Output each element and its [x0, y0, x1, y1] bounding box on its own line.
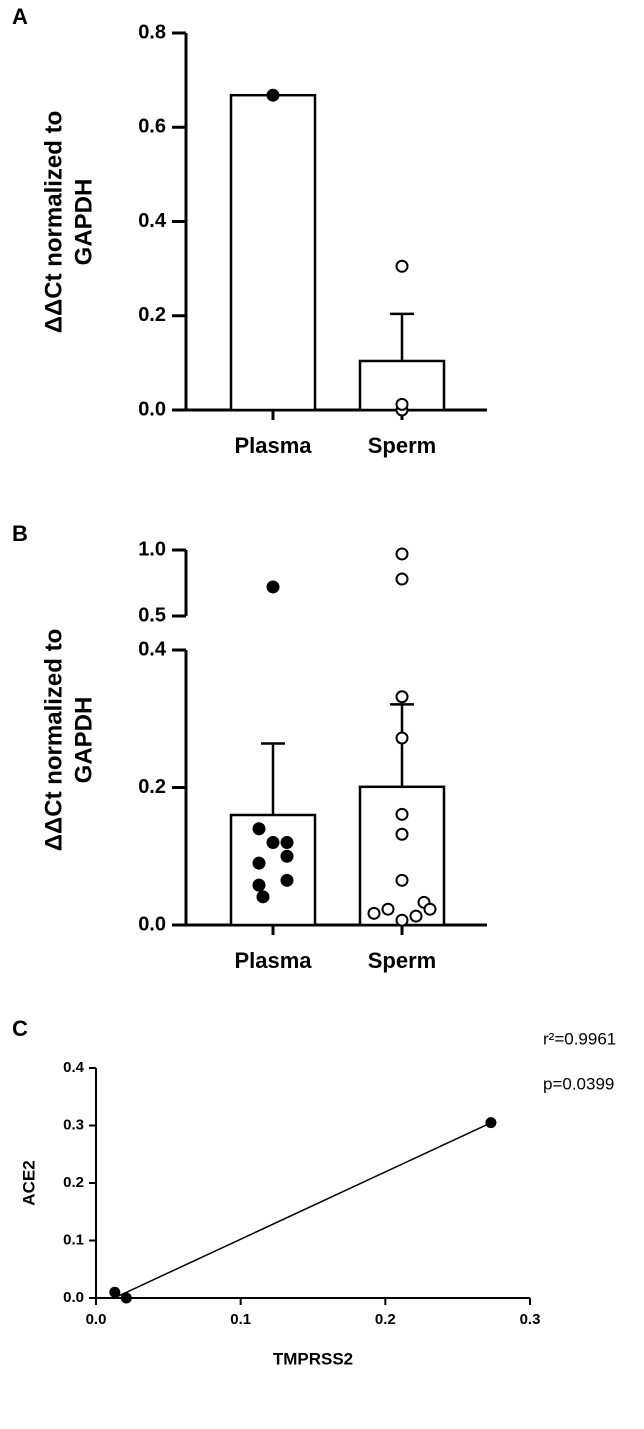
data-point	[266, 580, 280, 594]
y-tick-label: 0.1	[63, 1231, 84, 1248]
x-tick-label: 0.3	[520, 1311, 541, 1328]
panel-label: C	[12, 1016, 28, 1041]
y-tick-label: 0.5	[138, 604, 166, 626]
x-tick-label: Plasma	[234, 433, 312, 458]
y-tick-label: 0.4	[138, 638, 167, 660]
data-point	[395, 873, 409, 887]
y-axis-label: ACE2	[19, 1160, 38, 1205]
data-point	[395, 547, 409, 561]
error-bar	[390, 312, 414, 361]
data-point	[252, 822, 266, 836]
y-tick-label: 0.4	[138, 210, 167, 232]
data-point	[252, 856, 266, 870]
data-point	[395, 572, 409, 586]
data-point	[252, 878, 266, 892]
data-point	[395, 827, 409, 841]
x-tick-label: 0.0	[86, 1311, 107, 1328]
fit-line	[114, 1122, 492, 1299]
y-tick-label: 0.4	[63, 1059, 85, 1076]
data-point	[395, 731, 409, 745]
y-tick-label: 0.3	[63, 1116, 84, 1133]
data-point	[266, 836, 280, 849]
data-point	[381, 902, 395, 916]
data-point	[395, 397, 409, 411]
error-bar	[261, 742, 285, 815]
data-point	[395, 807, 409, 821]
annotation: r²=0.9961	[543, 1029, 616, 1048]
x-tick-label: Sperm	[368, 948, 436, 973]
data-point	[409, 909, 423, 923]
x-tick-label: 0.1	[230, 1311, 251, 1328]
y-axis-label: ΔΔCt normalized to	[40, 111, 67, 334]
data-point	[367, 906, 381, 920]
y-tick-label: 0.6	[138, 116, 166, 138]
data-point	[395, 690, 409, 704]
error-bar	[390, 703, 414, 787]
y-tick-label: 0.2	[63, 1174, 84, 1191]
x-axis-label: TMPRSS2	[273, 1349, 353, 1368]
bar	[229, 813, 317, 927]
y-axis-label: GAPDH	[70, 697, 97, 784]
data-point	[395, 913, 409, 927]
data-point	[423, 902, 437, 916]
panel-label: A	[12, 4, 28, 29]
y-axis-label: ΔΔCt normalized to	[40, 629, 67, 852]
data-point	[266, 88, 280, 102]
annotation: p=0.0399	[543, 1074, 614, 1093]
data-point	[280, 849, 294, 863]
data-point	[485, 1117, 497, 1129]
y-tick-label: 0.2	[138, 776, 166, 798]
data-point	[395, 259, 409, 273]
data-point	[280, 836, 294, 849]
data-point	[109, 1286, 121, 1298]
bar	[229, 93, 317, 412]
panel-label: B	[12, 521, 28, 546]
y-tick-label: 0.2	[138, 304, 166, 326]
data-point	[256, 890, 270, 904]
y-tick-label: 0.0	[63, 1289, 84, 1306]
data-point	[280, 873, 294, 887]
data-point	[120, 1292, 132, 1304]
x-tick-label: Plasma	[234, 948, 312, 973]
y-tick-label: 1.0	[138, 538, 166, 560]
y-tick-label: 0.0	[138, 913, 166, 935]
y-tick-label: 0.8	[138, 21, 166, 43]
y-axis-label: GAPDH	[70, 179, 97, 266]
x-tick-label: Sperm	[368, 433, 436, 458]
x-tick-label: 0.2	[375, 1311, 396, 1328]
y-tick-label: 0.0	[138, 398, 166, 420]
